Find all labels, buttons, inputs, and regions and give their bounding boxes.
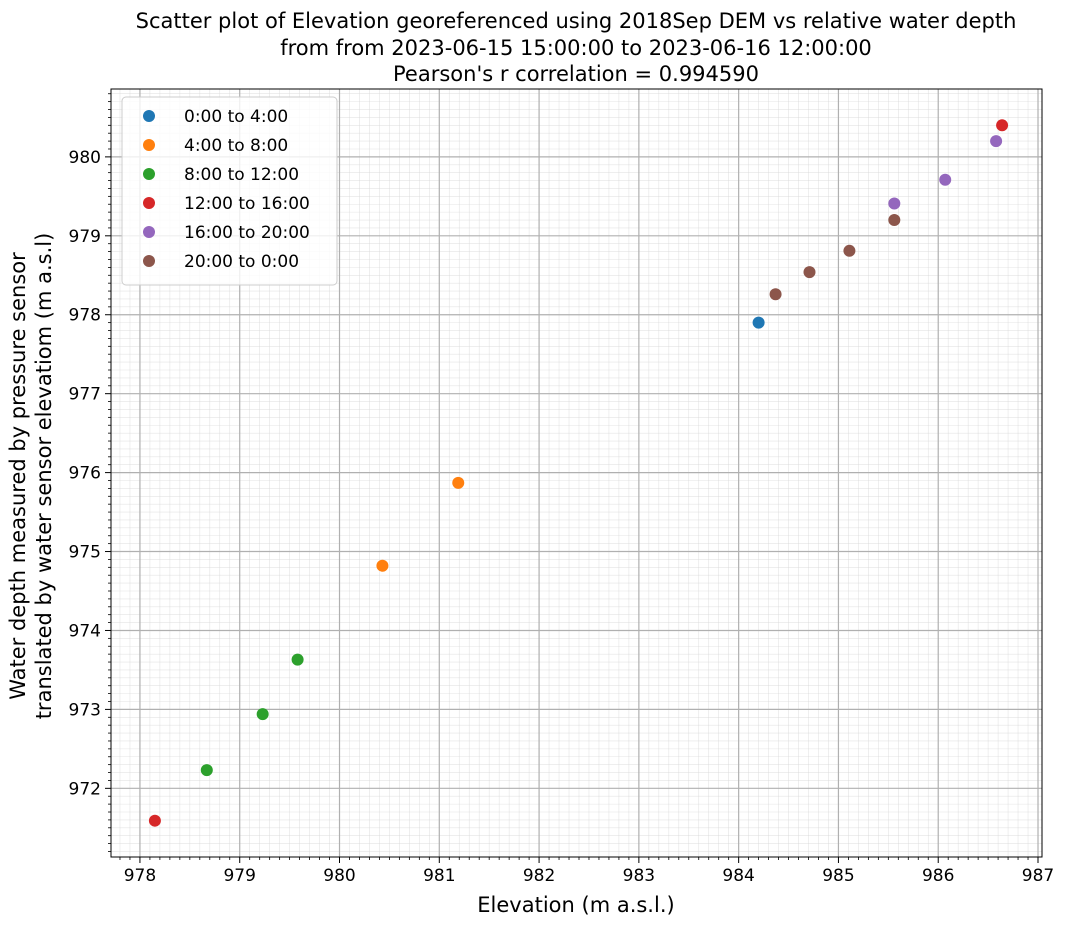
x-tick-label: 979 bbox=[223, 866, 255, 886]
data-points bbox=[148, 119, 1009, 827]
y-tick-label: 973 bbox=[69, 700, 101, 720]
x-tick-label: 980 bbox=[323, 866, 355, 886]
title-line-1: Scatter plot of Elevation georeferenced … bbox=[136, 9, 1017, 33]
x-tick-label: 986 bbox=[922, 866, 954, 886]
x-tick-label: 981 bbox=[423, 866, 455, 886]
legend-marker bbox=[143, 168, 155, 180]
x-tick-label: 983 bbox=[623, 866, 655, 886]
y-axis-title: Water depth measured by pressure sensor … bbox=[6, 233, 56, 720]
legend-label: 12:00 to 16:00 bbox=[184, 194, 310, 214]
data-point bbox=[291, 653, 304, 666]
chart-title: Scatter plot of Elevation georeferenced … bbox=[136, 9, 1017, 86]
legend-marker bbox=[143, 226, 155, 238]
y-tick-label: 979 bbox=[69, 227, 101, 247]
legend: 0:00 to 4:00 4:00 to 8:00 8:00 to 12:00 12:… bbox=[121, 96, 338, 286]
data-point bbox=[200, 764, 213, 777]
y-tick-label: 976 bbox=[69, 464, 101, 484]
title-line-2: from from 2023-06-15 15:00:00 to 2023-06… bbox=[280, 36, 872, 60]
y-tick-label: 977 bbox=[69, 385, 101, 405]
data-point bbox=[769, 288, 782, 301]
legend-marker bbox=[143, 139, 155, 151]
legend-label: 20:00 to 0:00 bbox=[184, 252, 299, 272]
data-point bbox=[888, 197, 901, 210]
data-point bbox=[843, 244, 856, 257]
x-tick-label: 985 bbox=[822, 866, 854, 886]
legend-marker bbox=[143, 197, 155, 209]
y-axis: 972 973 974 975 976 977 978 979 980 bbox=[69, 93, 111, 852]
y-tick-label: 974 bbox=[69, 621, 101, 641]
data-point bbox=[996, 119, 1009, 132]
x-tick-label: 982 bbox=[523, 866, 555, 886]
legend-marker bbox=[143, 110, 155, 122]
data-point bbox=[256, 708, 269, 721]
x-tick-label: 984 bbox=[722, 866, 754, 886]
y-tick-label: 980 bbox=[69, 148, 101, 168]
x-tick-label: 987 bbox=[1022, 866, 1054, 886]
x-axis: 978 979 980 981 982 983 984 985 986 987 bbox=[119, 857, 1054, 886]
legend-label: 16:00 to 20:00 bbox=[184, 223, 310, 243]
data-point bbox=[148, 814, 161, 827]
title-line-3: Pearson's r correlation = 0.994590 bbox=[393, 62, 759, 86]
data-point bbox=[452, 476, 465, 489]
x-tick-label: 978 bbox=[124, 866, 156, 886]
y-tick-label: 972 bbox=[69, 779, 101, 799]
data-point bbox=[376, 559, 389, 572]
legend-label: 0:00 to 4:00 bbox=[184, 107, 288, 127]
legend-box bbox=[121, 96, 338, 286]
x-axis-title: Elevation (m a.s.l.) bbox=[477, 893, 674, 917]
data-point bbox=[939, 173, 952, 186]
data-point bbox=[990, 135, 1003, 148]
legend-marker bbox=[143, 255, 155, 267]
legend-label: 4:00 to 8:00 bbox=[184, 136, 288, 156]
y-axis-title-line-1: Water depth measured by pressure sensor bbox=[6, 252, 30, 700]
data-point bbox=[888, 214, 901, 227]
y-tick-label: 978 bbox=[69, 306, 101, 326]
legend-label: 8:00 to 12:00 bbox=[184, 165, 299, 185]
y-axis-title-line-2: translated by water sensor elevatiom (m … bbox=[32, 233, 56, 720]
data-point bbox=[752, 316, 765, 329]
data-point bbox=[803, 266, 816, 279]
y-tick-label: 975 bbox=[69, 543, 101, 563]
